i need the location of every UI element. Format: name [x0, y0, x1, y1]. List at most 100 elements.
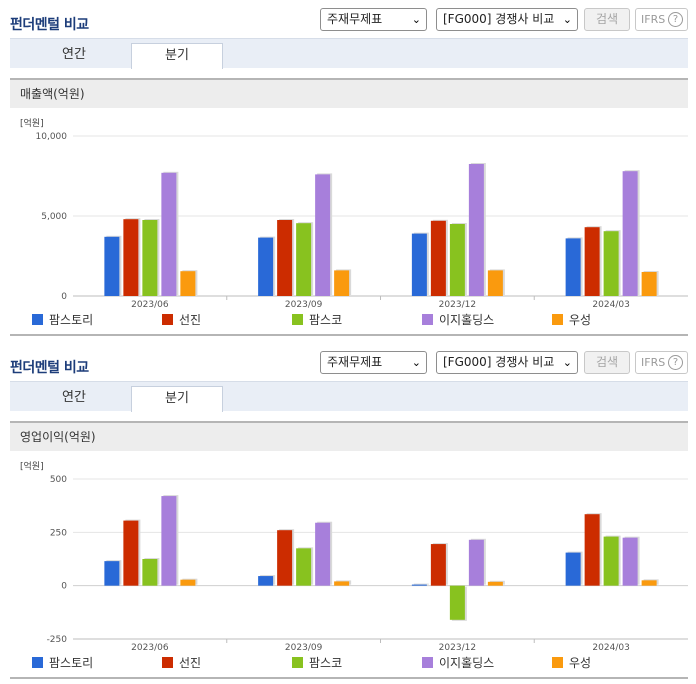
x-tick-label: 2024/03 — [592, 643, 629, 651]
statement-type-value: 주재무제표 — [327, 355, 383, 369]
legend-label: 선진 — [179, 313, 202, 327]
unit-label: [억원] — [20, 117, 44, 129]
bar-팜스토리 — [258, 576, 274, 586]
bar-우성 — [334, 581, 350, 586]
bar-팜스토리 — [258, 237, 274, 296]
y-tick-label: 5,000 — [41, 212, 67, 222]
bar-우성 — [641, 272, 657, 296]
legend-label: 팜스코 — [309, 656, 343, 670]
peer-group-value: [FG000] 경쟁사 비교 — [443, 12, 555, 26]
bar-선진 — [123, 520, 139, 586]
legend-swatch — [292, 657, 303, 668]
x-tick-label: 2024/03 — [592, 300, 629, 308]
bar-우성 — [180, 271, 196, 296]
bar-선진 — [430, 544, 446, 586]
bar-팜스토리 — [104, 561, 120, 586]
bar-이지홀딩스 — [161, 172, 177, 296]
bar-이지홀딩스 — [315, 522, 331, 586]
bar-팜스코 — [449, 585, 465, 620]
tab-quarterly[interactable]: 분기 — [131, 386, 223, 412]
bar-우성 — [641, 580, 657, 586]
revenue-panel: 펀더멘털 비교 주재무제표 ⌄ [FG000] 경쟁사 비교 ⌄ 검색 IFRS… — [0, 0, 696, 340]
bar-팜스토리 — [565, 238, 581, 296]
bar-팜스토리 — [565, 552, 581, 586]
bar-팜스토리 — [411, 233, 427, 296]
legend-label: 우성 — [569, 656, 592, 670]
legend-swatch — [422, 657, 433, 668]
period-tabs: 연간 분기 — [10, 381, 688, 412]
bar-선진 — [277, 220, 293, 296]
panel-title: 펀더멘털 비교 — [10, 17, 89, 33]
legend-swatch — [162, 314, 173, 325]
ifrs-help-button[interactable]: IFRS ? — [635, 8, 688, 31]
bar-팜스코 — [603, 231, 619, 296]
bar-선진 — [123, 219, 139, 296]
legend-label: 팜스코 — [309, 313, 343, 327]
bar-팜스코 — [296, 548, 312, 586]
bar-우성 — [180, 579, 196, 586]
bar-shadow — [413, 583, 429, 585]
tab-quarterly[interactable]: 분기 — [131, 43, 223, 69]
bar-이지홀딩스 — [468, 164, 484, 296]
legend-label: 팜스토리 — [49, 313, 94, 327]
unit-label: [억원] — [20, 460, 44, 472]
divider — [10, 334, 688, 336]
bar-선진 — [584, 227, 600, 296]
period-tabs: 연간 분기 — [10, 38, 688, 69]
bar-선진 — [584, 514, 600, 586]
y-tick-label: 0 — [61, 582, 67, 592]
legend-swatch — [32, 314, 43, 325]
y-tick-label: 500 — [50, 475, 67, 485]
x-tick-label: 2023/09 — [285, 643, 323, 651]
statement-type-select[interactable]: 주재무제표 ⌄ — [320, 351, 427, 374]
statement-type-select[interactable]: 주재무제표 ⌄ — [320, 8, 427, 31]
y-tick-label: 0 — [61, 292, 67, 302]
legend-swatch — [162, 657, 173, 668]
bar-팜스코 — [142, 559, 158, 586]
y-tick-label: 10,000 — [36, 132, 68, 142]
search-button[interactable]: 검색 — [584, 8, 630, 31]
legend-label: 우성 — [569, 313, 592, 327]
revenue-chart: [억원] 0 5,000 10,000 2023/06 2023/09 2023/12 202… — [20, 117, 688, 308]
bar-이지홀딩스 — [622, 171, 638, 296]
legend-label: 팜스토리 — [49, 656, 94, 670]
peer-group-value: [FG000] 경쟁사 비교 — [443, 355, 555, 369]
metric-header: 영업이익(억원) — [10, 421, 688, 451]
bar-팜스토리 — [104, 236, 120, 296]
legend-label: 이지홀딩스 — [439, 313, 495, 327]
ifrs-help-button[interactable]: IFRS ? — [635, 351, 688, 374]
bar-팜스코 — [142, 220, 158, 296]
chevron-down-icon: ⌄ — [562, 356, 572, 369]
bar-이지홀딩스 — [315, 174, 331, 296]
bar-이지홀딩스 — [622, 537, 638, 586]
chevron-down-icon: ⌄ — [411, 356, 421, 369]
x-tick-label: 2023/06 — [131, 300, 169, 308]
bar-이지홀딩스 — [161, 496, 177, 586]
x-tick-label: 2023/09 — [285, 300, 323, 308]
y-tick-label: 250 — [50, 528, 67, 538]
legend-swatch — [422, 314, 433, 325]
operating-income-panel: 펀더멘털 비교 주재무제표 ⌄ [FG000] 경쟁사 비교 ⌄ 검색 IFRS… — [0, 343, 696, 684]
legend-swatch — [292, 314, 303, 325]
chevron-down-icon: ⌄ — [411, 13, 421, 26]
search-button[interactable]: 검색 — [584, 351, 630, 374]
legend-label: 이지홀딩스 — [439, 656, 495, 670]
help-icon: ? — [668, 12, 683, 27]
peer-group-select[interactable]: [FG000] 경쟁사 비교 ⌄ — [436, 351, 578, 374]
operating-income-chart: [억원] -250 0 250 500 2023/06 2023/09 2023/12 2024… — [20, 460, 688, 651]
bar-이지홀딩스 — [468, 539, 484, 586]
metric-header: 매출액(억원) — [10, 78, 688, 108]
chart-legend: 팜스토리 선진 팜스코 이지홀딩스 우성 — [10, 310, 688, 332]
peer-group-select[interactable]: [FG000] 경쟁사 비교 ⌄ — [436, 8, 578, 31]
bar-팜스토리 — [411, 584, 427, 586]
y-tick-label: -250 — [47, 635, 68, 645]
statement-type-value: 주재무제표 — [327, 12, 383, 26]
bar-우성 — [334, 270, 350, 296]
tab-annual[interactable]: 연간 — [62, 390, 86, 405]
x-tick-label: 2023/12 — [439, 643, 476, 651]
tab-annual[interactable]: 연간 — [62, 47, 86, 62]
chart-legend: 팜스토리 선진 팜스코 이지홀딩스 우성 — [10, 653, 688, 675]
ifrs-label: IFRS — [641, 356, 666, 369]
legend-swatch — [552, 314, 563, 325]
bar-우성 — [487, 581, 503, 586]
